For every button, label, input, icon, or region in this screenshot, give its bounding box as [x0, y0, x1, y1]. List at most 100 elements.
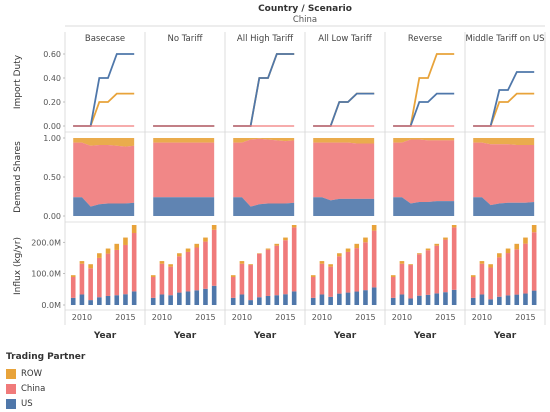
x-axis-label-3: Year: [333, 331, 357, 341]
influx-bar-us-0-2011: [88, 300, 93, 305]
influx-bar-row-1-2016: [211, 225, 217, 230]
influx-bar-row-1-2011: [168, 264, 173, 267]
share-area-us-4: [393, 197, 455, 216]
chart-title: Country / Scenario: [258, 4, 352, 14]
x-tick-2010-3: 2010: [312, 313, 332, 322]
influx-bar-row-0-2010: [79, 261, 85, 264]
x-tick-2010-1: 2010: [152, 313, 172, 322]
influx-bar-us-1-2015: [203, 288, 208, 305]
y-tick-0-0: 0.00: [43, 122, 61, 131]
legend-item-china[interactable]: China: [6, 381, 85, 396]
legend-item-row[interactable]: ROW: [6, 366, 85, 381]
y-tick-0-2: 0.40: [43, 74, 61, 83]
y-tick-1-0: 0.00: [43, 212, 61, 221]
share-area-china-0: [73, 142, 135, 207]
influx-bar-china-4-2015: [443, 239, 448, 293]
influx-bar-us-4-2011: [408, 298, 413, 305]
influx-bar-us-2-2015: [283, 294, 288, 305]
x-tick-2015-5: 2015: [515, 313, 535, 322]
influx-bar-us-3-2015: [363, 290, 368, 305]
influx-bar-us-0-2009: [70, 297, 76, 305]
influx-bar-china-2-2010: [239, 263, 245, 295]
x-axis-label-2: Year: [253, 331, 277, 341]
influx-bar-us-4-2015: [443, 292, 448, 305]
influx-bar-us-5-2012: [497, 296, 502, 305]
share-area-china-5: [473, 142, 535, 206]
x-axis-label-5: Year: [493, 331, 517, 341]
influx-bar-us-4-2013: [425, 294, 431, 305]
y-tick-2-2: 200.0M: [31, 238, 61, 247]
influx-bar-row-5-2013: [505, 248, 511, 254]
influx-bar-china-1-2016: [211, 229, 217, 286]
influx-bar-us-5-2011: [488, 299, 493, 305]
influx-bar-row-2-2011: [248, 264, 253, 266]
influx-bar-china-2-2009: [230, 276, 236, 298]
influx-bar-us-5-2010: [479, 294, 485, 305]
influx-bar-row-3-2009: [310, 275, 316, 277]
influx-bar-row-5-2012: [497, 253, 502, 258]
influx-bar-china-3-2015: [363, 242, 368, 291]
share-area-china-4: [393, 139, 455, 204]
duty-line-row-4: [393, 53, 455, 127]
influx-bar-row-2-2012: [257, 253, 262, 254]
legend-swatch-row: [6, 368, 16, 379]
legend-title: Trading Partner: [6, 352, 86, 362]
share-area-us-5: [473, 197, 535, 216]
x-tick-2010-4: 2010: [392, 313, 412, 322]
x-tick-2015-0: 2015: [115, 313, 135, 322]
influx-bar-china-5-2014: [514, 249, 520, 295]
influx-bar-us-4-2010: [399, 294, 405, 305]
influx-bar-row-2-2013: [265, 248, 271, 250]
influx-bar-us-1-2014: [194, 290, 200, 305]
scenario-header-1: No Tariff: [168, 34, 204, 44]
influx-bar-china-5-2009: [470, 276, 476, 298]
duty-line-us-2: [233, 53, 295, 127]
influx-bar-china-2-2012: [257, 253, 262, 298]
share-area-us-0: [73, 197, 135, 216]
legend-swatch-us: [6, 398, 16, 409]
y-tick-1-2: 1.00: [43, 134, 61, 143]
y-tick-2-1: 100.0M: [31, 270, 61, 279]
influx-bar-us-0-2013: [105, 295, 111, 305]
influx-bar-row-1-2015: [203, 237, 208, 242]
share-area-us-1: [153, 197, 215, 216]
duty-line-us-5: [473, 71, 535, 127]
duty-line-us-3: [313, 92, 375, 127]
influx-bar-china-3-2014: [354, 248, 360, 292]
influx-bar-row-5-2009: [470, 275, 476, 277]
influx-bar-china-1-2015: [203, 241, 208, 289]
influx-bar-us-3-2016: [371, 287, 377, 305]
duty-line-row-3: [313, 92, 375, 127]
influx-bar-us-5-2013: [505, 295, 511, 305]
influx-bar-china-2-2015: [283, 240, 288, 295]
scenario-header-4: Reverse: [408, 34, 442, 44]
x-axis-label-4: Year: [413, 331, 437, 341]
influx-bar-row-4-2013: [425, 248, 431, 251]
influx-bar-row-0-2009: [70, 275, 76, 277]
influx-bar-china-3-2009: [310, 276, 316, 298]
influx-bar-row-0-2011: [88, 264, 93, 269]
influx-bar-china-4-2014: [434, 245, 440, 294]
x-tick-2015-2: 2015: [275, 313, 295, 322]
duty-line-row-2: [233, 53, 295, 127]
scenario-header-0: Basecase: [85, 34, 125, 44]
influx-bar-us-2-2011: [248, 300, 253, 305]
influx-bar-china-3-2010: [319, 263, 325, 295]
legend: Trading Partner ROW China US: [6, 352, 85, 411]
row-label-import-duty: Import Duty: [13, 54, 23, 109]
influx-bar-row-1-2014: [194, 243, 200, 248]
influx-bar-china-0-2010: [79, 263, 85, 295]
influx-bar-row-3-2012: [337, 253, 342, 257]
share-area-row-3: [313, 138, 375, 144]
influx-bar-china-2-2014: [274, 245, 280, 296]
legend-item-us[interactable]: US: [6, 396, 85, 411]
influx-bar-china-3-2011: [328, 266, 333, 297]
influx-bar-us-2-2016: [291, 291, 297, 305]
duty-line-us-0: [73, 53, 135, 127]
x-tick-2010-0: 2010: [72, 313, 92, 322]
legend-swatch-china: [6, 383, 16, 394]
influx-bar-us-2-2014: [274, 295, 280, 305]
share-area-row-2: [233, 138, 295, 143]
influx-bar-china-4-2013: [425, 250, 431, 295]
